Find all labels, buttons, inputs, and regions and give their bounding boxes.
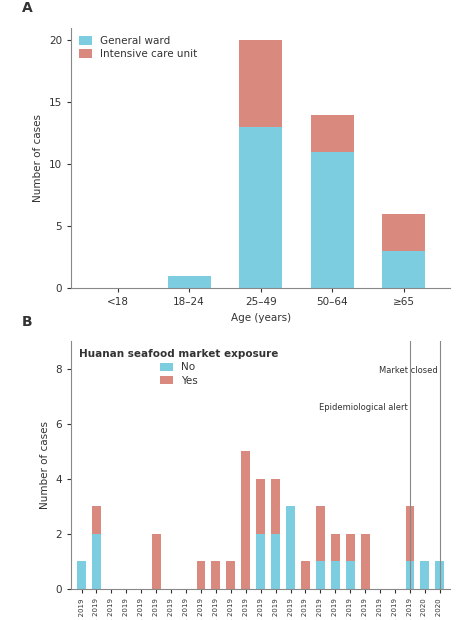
Text: Market closed: Market closed [379,366,438,375]
Bar [286,507,295,589]
Bar [331,534,340,562]
Bar [301,562,310,589]
Bar [420,562,429,589]
Bar [168,276,210,288]
Bar [77,562,86,589]
Text: A: A [22,1,33,16]
Bar [239,40,282,127]
Bar [383,214,425,251]
Bar [406,507,414,562]
Text: Epidemiological alert: Epidemiological alert [319,404,408,412]
Bar [346,534,355,562]
Bar [256,479,265,534]
Bar [197,562,205,589]
Bar [436,562,444,589]
Bar [383,251,425,288]
Bar [316,507,325,562]
Bar [316,562,325,589]
Bar [239,127,282,288]
Y-axis label: Number of cases: Number of cases [33,114,43,202]
Bar [361,534,370,589]
Text: B: B [22,315,32,329]
Bar [92,507,101,534]
Bar [346,562,355,589]
Legend: No, Yes: No, Yes [76,346,282,389]
Bar [227,562,235,589]
Bar [311,115,354,152]
Bar [331,562,340,589]
Bar [406,562,414,589]
Bar [92,534,101,589]
Bar [271,534,280,589]
X-axis label: Age (years): Age (years) [231,313,291,323]
Y-axis label: Number of cases: Number of cases [40,421,50,509]
Bar [256,534,265,589]
Bar [311,152,354,288]
Bar [271,479,280,534]
Bar [241,451,250,589]
Bar [211,562,220,589]
Legend: General ward, Intensive care unit: General ward, Intensive care unit [76,33,201,63]
Bar [152,534,161,589]
